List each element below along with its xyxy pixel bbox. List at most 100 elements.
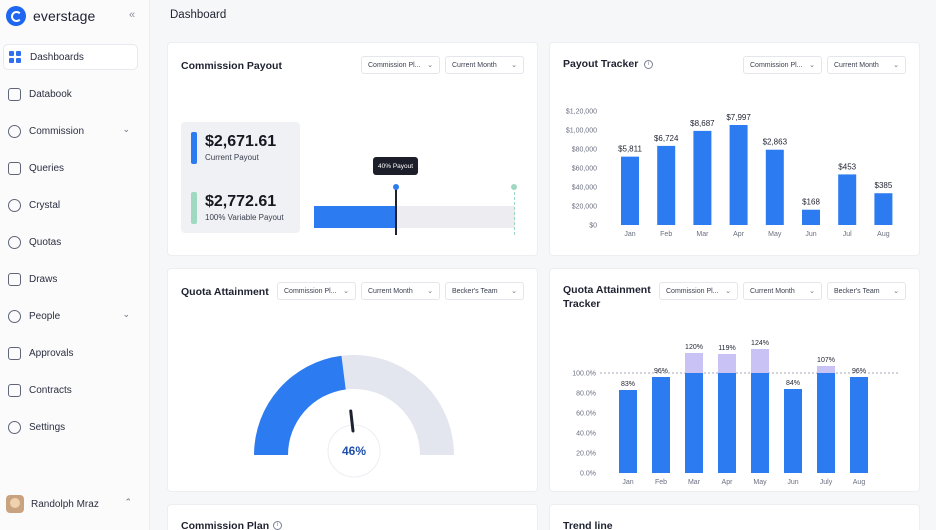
bar <box>718 373 736 473</box>
chevron-updown-icon[interactable]: ⌃ <box>124 497 132 507</box>
x-tick-label: Jan <box>622 479 633 486</box>
commission-payout-card: Commission Payout Commission Pl... ⌄ Cur… <box>167 42 538 256</box>
bar-value-label: $168 <box>802 198 820 207</box>
bar-value-label: $5,811 <box>618 145 642 154</box>
period-dropdown[interactable]: Current Month ⌄ <box>743 282 822 300</box>
commission-plan-card: Commission Plan i <box>167 504 538 530</box>
x-tick-label: Jul <box>843 231 852 238</box>
bar <box>817 373 835 473</box>
user-name: Randolph Mraz <box>31 498 99 510</box>
bar <box>729 125 748 225</box>
team-dropdown[interactable]: Becker's Team ⌄ <box>827 282 906 300</box>
chevron-down-icon: ⌄ <box>809 288 815 295</box>
payout-progress-fill <box>314 206 396 228</box>
sidebar-item-dashboards[interactable]: Dashboards <box>3 44 138 70</box>
x-tick-label: Jan <box>624 231 635 238</box>
sidebar: everstage « Dashboards Databook Commissi… <box>0 0 150 530</box>
dropdown-value: Current Month <box>834 61 879 69</box>
chevron-down-icon: ⌄ <box>893 288 899 295</box>
chevron-down-icon[interactable]: ⌄ <box>122 124 130 134</box>
dropdown-value: Commission Pl... <box>284 287 337 295</box>
x-tick-label: Jun <box>787 479 798 486</box>
card-title: Quota Attainment <box>181 286 269 298</box>
y-tick-label: 40.0% <box>576 431 596 438</box>
y-tick-label: 100.0% <box>572 371 596 378</box>
sidebar-item-contracts[interactable]: Contracts <box>3 377 138 403</box>
variable-payout-dot <box>511 184 517 190</box>
bar-value-label: $6,724 <box>654 134 679 143</box>
payout-tooltip: 40% Payout <box>373 157 419 175</box>
sidebar-item-quotas[interactable]: Quotas <box>3 229 138 255</box>
y-tick-label: $20,000 <box>572 204 597 211</box>
brand[interactable]: everstage <box>6 6 95 26</box>
sidebar-item-settings[interactable]: Settings <box>3 414 138 440</box>
period-dropdown[interactable]: Current Month ⌄ <box>361 282 440 300</box>
y-tick-label: 20.0% <box>576 451 596 458</box>
sidebar-item-queries[interactable]: Queries <box>3 155 138 181</box>
bar <box>838 174 857 225</box>
info-icon[interactable]: i <box>644 60 653 69</box>
period-dropdown[interactable]: Current Month ⌄ <box>445 56 524 74</box>
crystal-icon <box>8 198 21 212</box>
chevron-down-icon: ⌄ <box>809 62 815 69</box>
bar-value-label: 84% <box>786 380 800 387</box>
dropdown-value: Current Month <box>452 61 497 69</box>
x-tick-label: Mar <box>696 231 709 238</box>
dropdown-value: Becker's Team <box>834 287 880 295</box>
x-tick-label: May <box>768 231 782 238</box>
sidebar-item-label: Queries <box>29 162 65 174</box>
user-menu[interactable]: Randolph Mraz ⌃ <box>6 494 140 514</box>
y-tick-label: 0.0% <box>580 471 596 478</box>
sidebar-item-commission[interactable]: Commission ⌄ <box>3 118 138 144</box>
gauge-needle <box>349 409 355 433</box>
period-dropdown[interactable]: Current Month ⌄ <box>827 56 906 74</box>
bar-value-label: $7,997 <box>726 113 751 122</box>
commission-plan-dropdown[interactable]: Commission Pl... ⌄ <box>659 282 738 300</box>
info-icon[interactable]: i <box>273 521 282 530</box>
bar-value-label: 96% <box>852 368 866 375</box>
current-payout-swatch <box>191 132 197 164</box>
quota-tracker-card: Quota Attainment Tracker Commission Pl..… <box>549 268 920 492</box>
sidebar-item-label: People <box>29 310 61 322</box>
current-payout-label: Current Payout <box>205 153 259 162</box>
y-tick-label: $80,000 <box>572 147 597 154</box>
y-tick-label: $0 <box>589 223 597 230</box>
bar <box>693 130 712 225</box>
sidebar-item-approvals[interactable]: Approvals <box>3 340 138 366</box>
bar-value-label: 96% <box>654 368 668 375</box>
sidebar-item-draws[interactable]: Draws <box>3 266 138 292</box>
x-tick-label: Aug <box>877 231 890 238</box>
y-tick-label: $1,00,000 <box>566 128 597 135</box>
page-title: Dashboard <box>170 9 227 21</box>
chevron-down-icon[interactable]: ⌄ <box>122 309 130 319</box>
sidebar-item-databook[interactable]: Databook <box>3 81 138 107</box>
card-title: Commission Plan <box>181 520 270 530</box>
sidebar-item-people[interactable]: People ⌄ <box>3 303 138 329</box>
collapse-sidebar-icon[interactable]: « <box>128 9 136 21</box>
sidebar-item-crystal[interactable]: Crystal <box>3 192 138 218</box>
everstage-logo-icon <box>6 6 26 26</box>
sidebar-item-label: Commission <box>29 125 85 137</box>
commission-plan-dropdown[interactable]: Commission Pl... ⌄ <box>277 282 356 300</box>
commission-plan-dropdown[interactable]: Commission Pl... ⌄ <box>743 56 822 74</box>
x-tick-label: Jun <box>805 231 816 238</box>
sidebar-item-label: Contracts <box>29 384 72 396</box>
chevron-down-icon: ⌄ <box>725 288 731 295</box>
brand-name: everstage <box>33 8 96 24</box>
bar-excess <box>685 353 703 373</box>
commission-icon <box>8 124 21 138</box>
avatar <box>6 495 24 513</box>
gauge-fill <box>254 355 346 455</box>
chevron-down-icon: ⌄ <box>511 288 517 295</box>
approvals-icon <box>8 346 21 360</box>
quota-attainment-card: Quota Attainment Commission Pl... ⌄ Curr… <box>167 268 538 492</box>
x-tick-label: Aug <box>853 479 866 486</box>
y-tick-label: $60,000 <box>572 166 597 173</box>
variable-payout-amount: $2,772.61 <box>205 193 277 210</box>
dropdown-value: Current Month <box>750 287 795 295</box>
dropdown-value: Current Month <box>368 287 413 295</box>
card-title: Trend line <box>563 520 613 530</box>
commission-plan-dropdown[interactable]: Commission Pl... ⌄ <box>361 56 440 74</box>
team-dropdown[interactable]: Becker's Team ⌄ <box>445 282 524 300</box>
trend-line-card: Trend line <box>549 504 920 530</box>
